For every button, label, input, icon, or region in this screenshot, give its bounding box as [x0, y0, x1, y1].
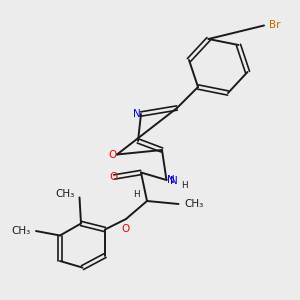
Text: Br: Br — [269, 20, 281, 31]
Text: O: O — [110, 172, 118, 182]
Text: N: N — [169, 176, 177, 186]
Text: CH₃: CH₃ — [11, 226, 31, 236]
Text: CH₃: CH₃ — [184, 199, 203, 209]
Text: O: O — [122, 224, 130, 233]
Text: CH₃: CH₃ — [56, 189, 75, 200]
Text: H: H — [133, 190, 140, 199]
Text: N: N — [133, 109, 141, 119]
Text: O: O — [109, 149, 117, 160]
Text: N: N — [167, 175, 174, 185]
Text: H: H — [181, 181, 188, 190]
